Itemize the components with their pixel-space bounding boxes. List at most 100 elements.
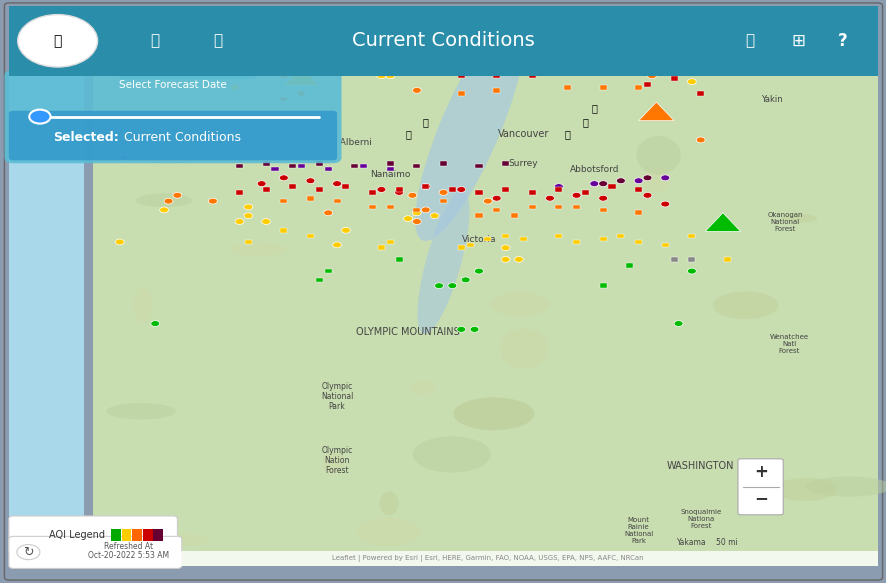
Text: Courtenay: Courtenay — [391, 56, 442, 66]
Circle shape — [385, 73, 394, 79]
Text: Yakin: Yakin — [760, 94, 781, 104]
Circle shape — [430, 213, 439, 219]
Text: Wenatchee
Natl
Forest: Wenatchee Natl Forest — [769, 334, 808, 354]
FancyBboxPatch shape — [475, 213, 482, 218]
FancyBboxPatch shape — [132, 529, 142, 541]
FancyBboxPatch shape — [307, 234, 314, 238]
FancyBboxPatch shape — [696, 91, 703, 96]
Ellipse shape — [773, 478, 836, 501]
FancyBboxPatch shape — [661, 243, 668, 247]
FancyBboxPatch shape — [501, 234, 509, 238]
FancyBboxPatch shape — [439, 199, 447, 203]
FancyBboxPatch shape — [484, 237, 491, 241]
FancyBboxPatch shape — [280, 228, 287, 233]
FancyBboxPatch shape — [493, 208, 500, 212]
FancyBboxPatch shape — [448, 187, 455, 192]
Polygon shape — [704, 213, 740, 231]
Circle shape — [235, 219, 244, 224]
Text: Current Conditions: Current Conditions — [120, 131, 240, 143]
FancyBboxPatch shape — [121, 529, 131, 541]
FancyBboxPatch shape — [395, 257, 402, 262]
Text: Vancouver: Vancouver — [497, 129, 548, 139]
FancyBboxPatch shape — [153, 529, 163, 541]
FancyBboxPatch shape — [280, 199, 287, 203]
FancyBboxPatch shape — [555, 205, 562, 209]
Text: 🔥: 🔥 — [591, 103, 596, 113]
FancyBboxPatch shape — [315, 278, 323, 282]
Ellipse shape — [781, 214, 816, 223]
Ellipse shape — [356, 518, 420, 546]
Circle shape — [456, 187, 465, 192]
Circle shape — [642, 175, 651, 181]
Circle shape — [332, 181, 341, 187]
FancyBboxPatch shape — [563, 85, 571, 90]
Text: Wenatchee: Wenatchee — [745, 19, 797, 28]
Text: 🔥: 🔥 — [582, 117, 587, 128]
FancyBboxPatch shape — [510, 213, 517, 218]
Circle shape — [230, 85, 239, 90]
Circle shape — [633, 178, 642, 184]
Text: ⏮: ⏮ — [151, 33, 159, 48]
Text: 🌐: 🌐 — [53, 34, 62, 48]
Text: Olympic
Nation
Forest: Olympic Nation Forest — [321, 445, 353, 476]
FancyBboxPatch shape — [634, 187, 641, 192]
Circle shape — [439, 189, 447, 195]
Text: Selected:: Selected: — [53, 131, 119, 143]
FancyBboxPatch shape — [262, 187, 269, 192]
Circle shape — [279, 73, 288, 79]
FancyBboxPatch shape — [111, 529, 120, 541]
FancyBboxPatch shape — [475, 164, 482, 168]
Circle shape — [660, 201, 669, 207]
Circle shape — [616, 178, 625, 184]
Ellipse shape — [804, 476, 886, 497]
FancyBboxPatch shape — [634, 240, 641, 244]
FancyBboxPatch shape — [377, 245, 385, 250]
FancyBboxPatch shape — [236, 164, 243, 168]
Circle shape — [598, 195, 607, 201]
FancyBboxPatch shape — [9, 76, 84, 566]
Ellipse shape — [635, 136, 680, 174]
Circle shape — [474, 268, 483, 274]
FancyBboxPatch shape — [572, 240, 579, 244]
Circle shape — [554, 184, 563, 189]
FancyBboxPatch shape — [608, 184, 615, 189]
Text: Oct-20-2022 5:53 AM: Oct-20-2022 5:53 AM — [88, 551, 169, 560]
Text: OLYMPIC MOUNTAINS: OLYMPIC MOUNTAINS — [356, 327, 459, 338]
Circle shape — [447, 283, 456, 289]
FancyBboxPatch shape — [9, 111, 337, 160]
Ellipse shape — [136, 194, 192, 207]
FancyBboxPatch shape — [555, 187, 562, 192]
Text: ⊞: ⊞ — [790, 32, 804, 50]
Text: 🎨: 🎨 — [744, 33, 753, 48]
FancyBboxPatch shape — [422, 184, 429, 189]
FancyBboxPatch shape — [413, 164, 420, 168]
Text: Okanogan
National
Forest: Okanogan National Forest — [766, 212, 802, 231]
FancyBboxPatch shape — [599, 237, 606, 241]
FancyBboxPatch shape — [519, 237, 526, 241]
Ellipse shape — [126, 138, 214, 163]
FancyBboxPatch shape — [599, 85, 606, 90]
Circle shape — [412, 219, 421, 224]
Circle shape — [660, 175, 669, 181]
Circle shape — [151, 321, 159, 326]
Ellipse shape — [712, 292, 778, 319]
FancyBboxPatch shape — [555, 234, 562, 238]
Ellipse shape — [415, 16, 525, 241]
Circle shape — [696, 137, 704, 143]
Ellipse shape — [412, 436, 490, 473]
Ellipse shape — [323, 451, 344, 473]
FancyBboxPatch shape — [634, 85, 641, 90]
Circle shape — [173, 192, 182, 198]
FancyBboxPatch shape — [599, 283, 606, 288]
Circle shape — [483, 198, 492, 204]
Ellipse shape — [229, 243, 286, 256]
Text: 50 mi: 50 mi — [716, 538, 737, 547]
Circle shape — [456, 326, 465, 332]
Text: Leaflet | Powered by Esri | Esri, HERE, Garmin, FAO, NOAA, USGS, EPA, NPS, AAFC,: Leaflet | Powered by Esri | Esri, HERE, … — [331, 555, 643, 562]
FancyBboxPatch shape — [457, 245, 464, 250]
Circle shape — [208, 198, 217, 204]
FancyBboxPatch shape — [528, 73, 535, 78]
Circle shape — [501, 257, 509, 262]
FancyBboxPatch shape — [93, 76, 877, 566]
FancyBboxPatch shape — [670, 257, 677, 262]
